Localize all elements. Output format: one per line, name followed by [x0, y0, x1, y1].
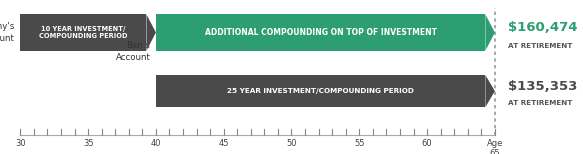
Text: 40: 40 [150, 139, 161, 148]
Text: Ben's
Account: Ben's Account [115, 41, 150, 62]
Text: $160,474: $160,474 [508, 21, 578, 34]
Text: AT RETIREMENT: AT RETIREMENT [508, 43, 573, 49]
Text: ADDITIONAL COMPOUNDING ON TOP OF INVESTMENT: ADDITIONAL COMPOUNDING ON TOP OF INVESTM… [205, 28, 437, 37]
Text: 50: 50 [286, 139, 297, 148]
Polygon shape [486, 14, 495, 51]
Text: 60: 60 [422, 139, 433, 148]
Polygon shape [486, 75, 495, 107]
Bar [156, 14, 486, 51]
Polygon shape [146, 14, 156, 51]
Text: 35: 35 [83, 139, 93, 148]
Text: AT RETIREMENT: AT RETIREMENT [508, 100, 573, 106]
Text: 45: 45 [219, 139, 229, 148]
Text: 10 YEAR INVESTMENT/
COMPOUNDING PERIOD: 10 YEAR INVESTMENT/ COMPOUNDING PERIOD [39, 26, 128, 39]
Bar [156, 75, 486, 107]
Text: Amy's
Account: Amy's Account [0, 22, 15, 43]
Text: 30: 30 [15, 139, 26, 148]
Bar [20, 14, 146, 51]
Text: 25 YEAR INVESTMENT/COMPOUNDING PERIOD: 25 YEAR INVESTMENT/COMPOUNDING PERIOD [227, 88, 414, 94]
Text: Age
65: Age 65 [487, 139, 503, 154]
Text: $135,353: $135,353 [508, 80, 578, 93]
Text: 55: 55 [354, 139, 364, 148]
